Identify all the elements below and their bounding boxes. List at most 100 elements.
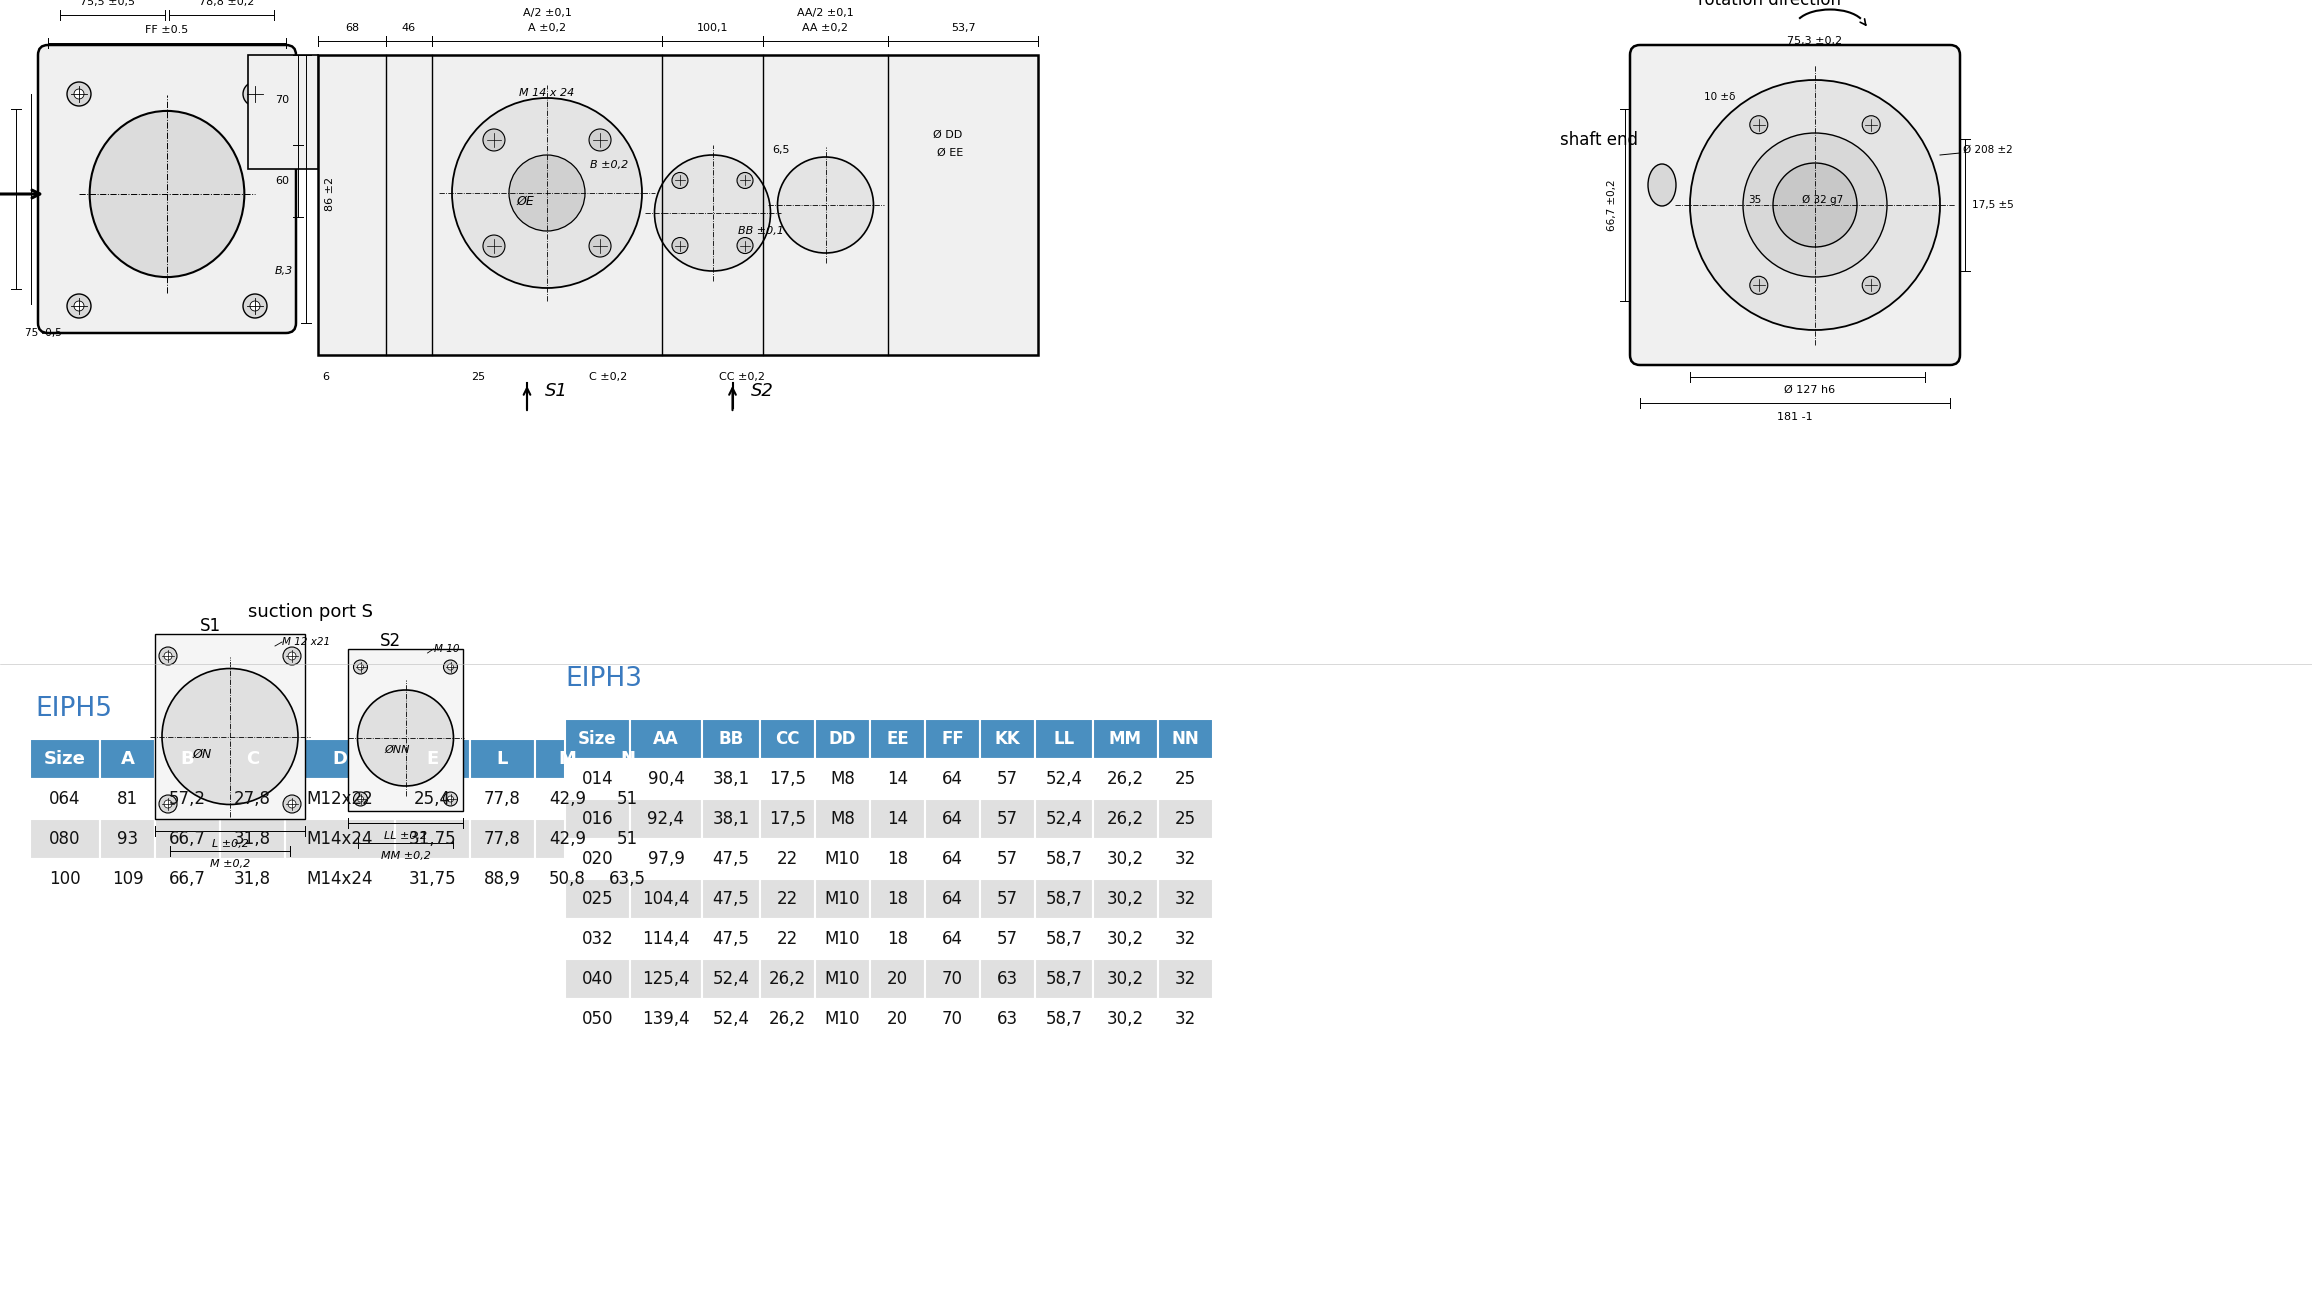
FancyBboxPatch shape xyxy=(703,958,761,999)
Text: A: A xyxy=(120,750,134,768)
Text: M14x24: M14x24 xyxy=(307,831,372,848)
Text: BB ±0,1: BB ±0,1 xyxy=(738,226,784,236)
FancyBboxPatch shape xyxy=(761,919,816,958)
Text: MM ±0,2: MM ±0,2 xyxy=(381,852,430,861)
Text: 31,75: 31,75 xyxy=(409,831,455,848)
FancyBboxPatch shape xyxy=(155,778,220,819)
FancyBboxPatch shape xyxy=(564,838,629,879)
Text: 32: 32 xyxy=(1174,1011,1195,1028)
Text: 57: 57 xyxy=(996,930,1017,948)
Circle shape xyxy=(654,155,770,271)
Circle shape xyxy=(160,647,178,665)
FancyBboxPatch shape xyxy=(1158,838,1214,879)
Text: M8: M8 xyxy=(830,769,855,788)
Text: 57: 57 xyxy=(996,810,1017,828)
Text: EIPH5: EIPH5 xyxy=(35,696,111,722)
FancyBboxPatch shape xyxy=(869,958,925,999)
FancyBboxPatch shape xyxy=(1094,958,1158,999)
FancyBboxPatch shape xyxy=(469,778,534,819)
Circle shape xyxy=(250,301,259,310)
FancyBboxPatch shape xyxy=(629,919,703,958)
Text: NN: NN xyxy=(1172,730,1200,748)
Circle shape xyxy=(483,129,504,151)
Text: Ø 32 g7: Ø 32 g7 xyxy=(1803,194,1843,205)
FancyBboxPatch shape xyxy=(220,739,284,778)
Text: 125,4: 125,4 xyxy=(643,970,689,988)
FancyBboxPatch shape xyxy=(534,819,601,859)
Text: 50,8: 50,8 xyxy=(548,870,585,888)
FancyBboxPatch shape xyxy=(99,859,155,898)
FancyBboxPatch shape xyxy=(629,719,703,759)
Text: 26,2: 26,2 xyxy=(770,970,807,988)
Circle shape xyxy=(162,669,298,805)
Text: 57: 57 xyxy=(996,850,1017,868)
Text: Ø 208 ±2: Ø 208 ±2 xyxy=(1963,145,2014,155)
FancyBboxPatch shape xyxy=(1158,759,1214,799)
FancyBboxPatch shape xyxy=(980,919,1036,958)
FancyBboxPatch shape xyxy=(1036,879,1094,919)
Circle shape xyxy=(67,82,90,106)
Text: M 10: M 10 xyxy=(435,644,460,655)
FancyBboxPatch shape xyxy=(99,739,155,778)
Text: 64: 64 xyxy=(941,891,964,908)
Text: ØN: ØN xyxy=(192,748,213,762)
Text: 10 ±δ: 10 ±δ xyxy=(1704,93,1736,102)
FancyBboxPatch shape xyxy=(1158,719,1214,759)
Text: 66,7: 66,7 xyxy=(169,870,206,888)
FancyBboxPatch shape xyxy=(1094,759,1158,799)
Text: A/2 ±0,1: A/2 ±0,1 xyxy=(523,8,571,18)
Text: 104,4: 104,4 xyxy=(643,891,689,908)
Text: 22: 22 xyxy=(777,850,798,868)
FancyBboxPatch shape xyxy=(925,719,980,759)
Text: 66,7 ±0,2: 66,7 ±0,2 xyxy=(1607,179,1616,231)
Text: 31,75: 31,75 xyxy=(409,870,455,888)
Text: 31,8: 31,8 xyxy=(234,831,271,848)
FancyBboxPatch shape xyxy=(1158,879,1214,919)
Circle shape xyxy=(74,301,83,310)
Text: 080: 080 xyxy=(49,831,81,848)
FancyBboxPatch shape xyxy=(220,778,284,819)
Text: 58,7: 58,7 xyxy=(1045,970,1082,988)
Circle shape xyxy=(738,237,754,253)
FancyBboxPatch shape xyxy=(1630,46,1961,365)
FancyBboxPatch shape xyxy=(534,739,601,778)
Circle shape xyxy=(1861,276,1880,295)
FancyBboxPatch shape xyxy=(564,719,629,759)
Circle shape xyxy=(74,89,83,99)
FancyBboxPatch shape xyxy=(30,859,99,898)
FancyBboxPatch shape xyxy=(1094,838,1158,879)
FancyBboxPatch shape xyxy=(980,759,1036,799)
FancyBboxPatch shape xyxy=(395,778,469,819)
FancyBboxPatch shape xyxy=(869,879,925,919)
Circle shape xyxy=(444,660,458,674)
Text: 38,1: 38,1 xyxy=(712,810,749,828)
FancyBboxPatch shape xyxy=(395,819,469,859)
Text: 14: 14 xyxy=(888,769,909,788)
FancyBboxPatch shape xyxy=(395,859,469,898)
Text: Ø 127 h6: Ø 127 h6 xyxy=(1785,385,1836,395)
Text: 25: 25 xyxy=(1174,810,1195,828)
Text: 88,9: 88,9 xyxy=(483,870,520,888)
FancyBboxPatch shape xyxy=(869,838,925,879)
FancyBboxPatch shape xyxy=(703,879,761,919)
Bar xyxy=(155,634,305,819)
FancyBboxPatch shape xyxy=(155,739,220,778)
FancyBboxPatch shape xyxy=(1036,999,1094,1039)
FancyBboxPatch shape xyxy=(869,759,925,799)
Text: 93: 93 xyxy=(118,831,139,848)
Circle shape xyxy=(483,235,504,257)
Text: 70: 70 xyxy=(941,1011,964,1028)
Text: 032: 032 xyxy=(583,930,613,948)
Text: 20: 20 xyxy=(888,1011,909,1028)
FancyBboxPatch shape xyxy=(816,999,869,1039)
FancyBboxPatch shape xyxy=(395,739,469,778)
Text: 51: 51 xyxy=(617,831,638,848)
FancyBboxPatch shape xyxy=(869,919,925,958)
Circle shape xyxy=(673,237,689,253)
FancyBboxPatch shape xyxy=(534,778,601,819)
Text: M12x22: M12x22 xyxy=(307,790,372,808)
Text: suction port S: suction port S xyxy=(247,602,372,621)
Text: 90,4: 90,4 xyxy=(647,769,684,788)
FancyBboxPatch shape xyxy=(469,739,534,778)
FancyBboxPatch shape xyxy=(629,999,703,1039)
